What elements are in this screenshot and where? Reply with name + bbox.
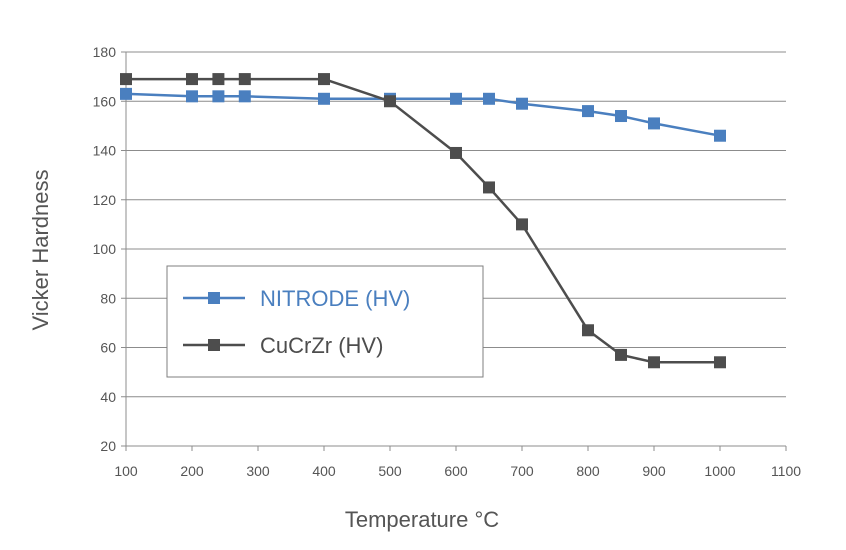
x-tick-label: 300 — [246, 463, 270, 479]
x-tick-label: 100 — [114, 463, 138, 479]
y-tick-label: 120 — [93, 192, 117, 208]
legend-label-cucrzr: CuCrZr (HV) — [260, 333, 383, 358]
data-point-cucrzr — [186, 73, 198, 86]
x-axis-title: Temperature °C — [345, 507, 499, 532]
y-tick-labels: 20 40 60 80 100 120 140 160 180 — [93, 44, 117, 454]
data-point-nitrode — [212, 90, 225, 103]
data-point-nitrode — [516, 97, 528, 110]
data-point-nitrode — [186, 90, 198, 103]
data-point-cucrzr — [212, 73, 225, 86]
y-tick-label: 180 — [93, 44, 117, 60]
data-point-cucrzr — [582, 324, 594, 337]
x-tick-label: 800 — [576, 463, 600, 479]
y-tick-label: 40 — [100, 389, 116, 405]
data-point-cucrzr — [516, 218, 528, 231]
legend: NITRODE (HV) CuCrZr (HV) — [166, 265, 484, 378]
data-point-cucrzr — [615, 348, 627, 361]
x-tick-label: 500 — [378, 463, 402, 479]
data-point-cucrzr — [714, 356, 726, 369]
data-point-nitrode — [648, 117, 660, 130]
data-point-cucrzr — [384, 95, 396, 108]
x-tick-label: 700 — [510, 463, 534, 479]
y-tick-label: 160 — [93, 93, 117, 109]
data-point-nitrode — [483, 92, 495, 105]
series — [120, 73, 726, 369]
data-point-nitrode — [714, 129, 726, 142]
x-tick-labels: 100 200 300 400 500 600 700 800 900 1000 1100 — [114, 463, 801, 479]
legend-marker-cucrzr — [208, 339, 220, 351]
data-point-cucrzr — [450, 146, 462, 159]
data-point-cucrzr — [483, 181, 495, 194]
series-cucrzr — [120, 73, 726, 369]
legend-box — [166, 265, 484, 378]
data-point-cucrzr — [648, 356, 660, 369]
axes — [121, 51, 787, 451]
y-tick-label: 20 — [100, 438, 116, 454]
data-point-nitrode — [318, 92, 330, 105]
y-tick-label: 100 — [93, 241, 117, 257]
x-tick-label: 1000 — [704, 463, 735, 479]
y-tick-label: 140 — [93, 143, 117, 159]
legend-label-nitrode: NITRODE (HV) — [260, 286, 410, 311]
x-tick-label: 900 — [642, 463, 666, 479]
data-point-nitrode — [238, 90, 251, 103]
x-tick-label: 1100 — [771, 463, 801, 479]
data-point-cucrzr — [238, 73, 251, 86]
series-nitrode — [120, 87, 726, 142]
x-tick-label: 200 — [180, 463, 204, 479]
data-point-nitrode — [615, 110, 627, 123]
x-tick-label: 400 — [312, 463, 336, 479]
y-tick-label: 80 — [100, 290, 116, 306]
data-point-nitrode — [120, 87, 132, 100]
y-tick-label: 60 — [100, 340, 116, 356]
data-point-cucrzr — [120, 73, 132, 86]
x-tick-label: 600 — [444, 463, 468, 479]
data-point-cucrzr — [318, 73, 330, 86]
y-axis-title: Vicker Hardness — [28, 170, 53, 331]
data-point-nitrode — [450, 92, 462, 105]
data-point-nitrode — [582, 105, 594, 118]
legend-marker-nitrode — [208, 292, 220, 304]
